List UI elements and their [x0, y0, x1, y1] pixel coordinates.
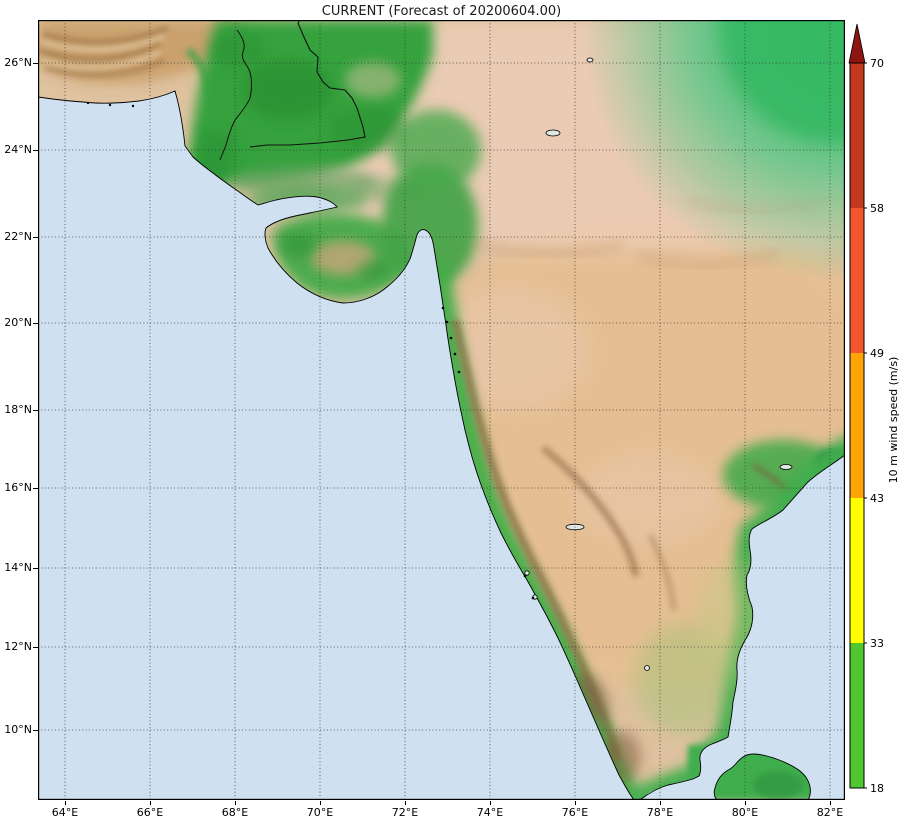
x-tick-label: 66°E: [136, 806, 164, 819]
colorbar-segment-33-43: [850, 498, 864, 643]
page-title: CURRENT (Forecast of 20200604.00): [321, 4, 562, 19]
y-tick-label: 24°N: [4, 143, 32, 156]
x-tick-mark: [745, 801, 746, 805]
y-tick-label: 10°N: [4, 723, 32, 736]
x-tick-label: 82°E: [816, 806, 844, 819]
x-tick-label: 68°E: [221, 806, 249, 819]
y-tick-mark: [33, 237, 38, 238]
colorbar-segment-43-49: [850, 353, 864, 498]
plot-frame: [38, 20, 845, 800]
terrain-map: [37, 19, 846, 801]
colorbar-segment-49-58: [850, 208, 864, 353]
x-tick-mark: [490, 801, 491, 805]
colorbar-tick-58: 58: [870, 202, 884, 215]
y-tick-mark: [33, 647, 38, 648]
y-tick-mark: [33, 488, 38, 489]
colorbar-arrow: [848, 23, 866, 64]
x-tick-label: 72°E: [391, 806, 419, 819]
y-tick-label: 12°N: [4, 640, 32, 653]
gridlines: [38, 20, 845, 800]
colorbar-tick-43: 43: [870, 492, 884, 505]
x-tick-mark: [575, 801, 576, 805]
colorbar-axis-label: 10 m wind speed (m/s): [887, 357, 900, 484]
y-tick-label: 26°N: [4, 56, 32, 69]
colorbar-ticks: [864, 62, 867, 789]
y-tick-label: 14°N: [4, 561, 32, 574]
colorbar-segment-58-70: [850, 63, 864, 208]
y-tick-label: 18°N: [4, 403, 32, 416]
colorbar-tick-33: 33: [870, 637, 884, 650]
x-tick-label: 74°E: [476, 806, 504, 819]
x-tick-label: 76°E: [561, 806, 589, 819]
colorbar-tick-49: 49: [870, 347, 884, 360]
y-tick-mark: [33, 150, 38, 151]
x-tick-label: 80°E: [731, 806, 759, 819]
y-tick-label: 20°N: [4, 316, 32, 329]
colorbar-tick-70: 70: [870, 57, 884, 70]
x-tick-mark: [235, 801, 236, 805]
colorbar: 70 58 49 43 33 18 10 m wind speed (m/s): [848, 18, 906, 814]
x-tick-label: 64°E: [51, 806, 79, 819]
colorbar-segment-18-33: [850, 643, 864, 788]
indus-river: [219, 29, 252, 161]
sri-lanka-coastline: [713, 753, 811, 801]
x-tick-mark: [320, 801, 321, 805]
colorbar-outline: [849, 62, 865, 789]
x-tick-mark: [405, 801, 406, 805]
x-tick-mark: [830, 801, 831, 805]
y-tick-mark: [33, 730, 38, 731]
map-plot-area: [37, 19, 846, 801]
y-tick-mark: [33, 63, 38, 64]
y-tick-mark: [33, 410, 38, 411]
x-tick-mark: [150, 801, 151, 805]
y-tick-mark: [33, 568, 38, 569]
x-tick-mark: [660, 801, 661, 805]
y-tick-label: 16°N: [4, 481, 32, 494]
country-border: [249, 19, 366, 148]
coastline: [37, 90, 846, 801]
islets: [86, 101, 535, 600]
y-tick-label: 22°N: [4, 230, 32, 243]
y-tick-mark: [33, 323, 38, 324]
x-tick-label: 70°E: [306, 806, 334, 819]
colorbar-tick-18: 18: [870, 782, 884, 795]
x-tick-label: 78°E: [646, 806, 674, 819]
x-tick-mark: [65, 801, 66, 805]
